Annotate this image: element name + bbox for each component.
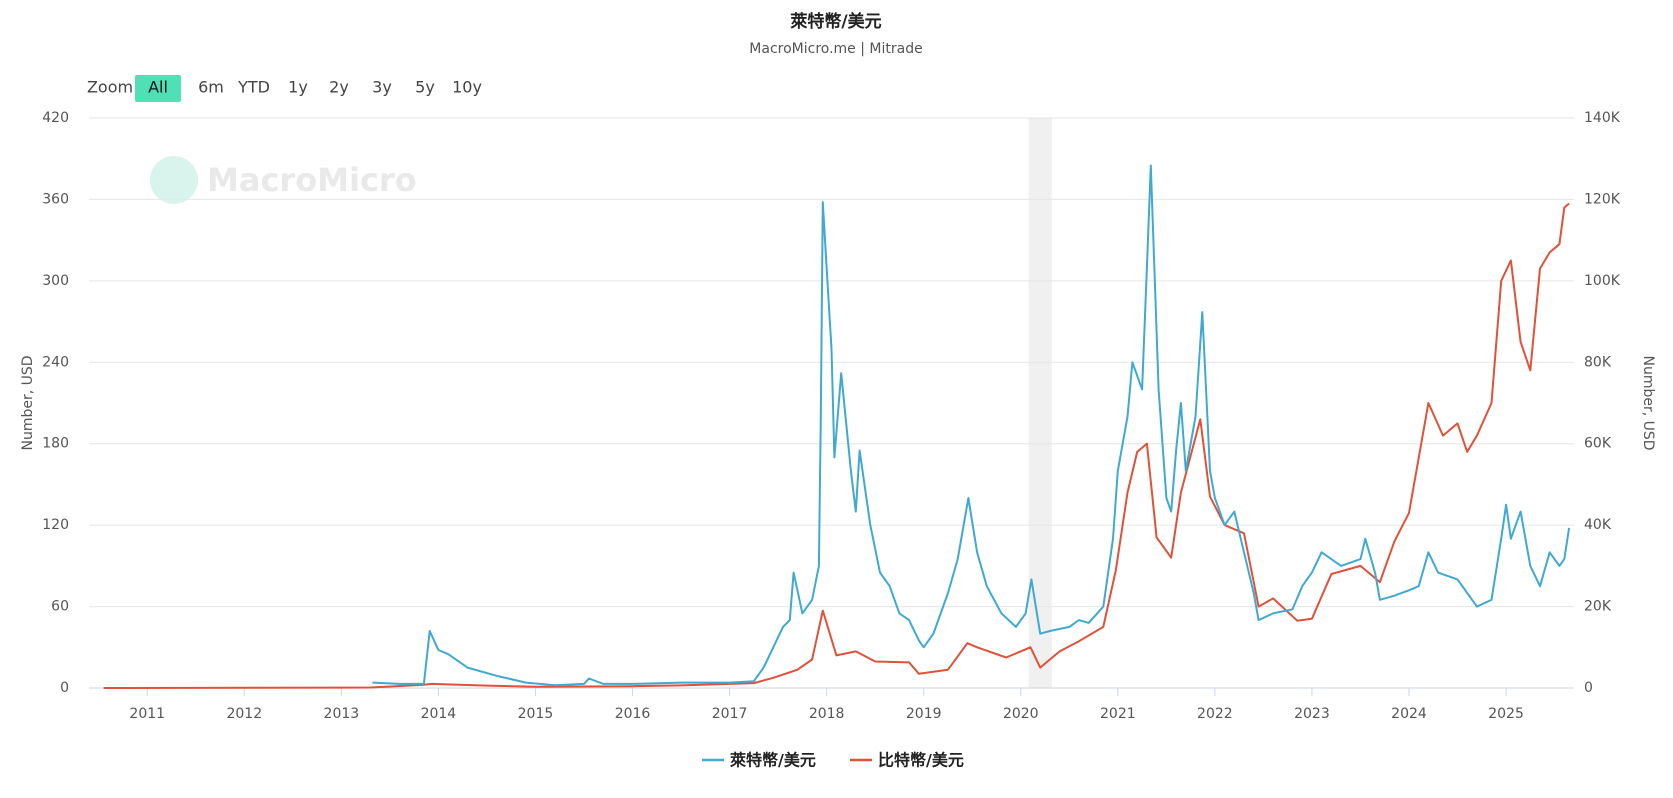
y2-tick-label: 80K	[1584, 354, 1612, 370]
zoom-label: Zoom	[87, 78, 133, 97]
zoom-button-bg[interactable]	[135, 75, 181, 102]
y-tick-label: 120	[42, 517, 69, 533]
zoom-button[interactable]: 10y	[452, 78, 482, 97]
y-tick-label: 360	[42, 191, 69, 207]
x-tick-label: 2022	[1197, 706, 1233, 722]
x-tick-label: 2016	[615, 706, 651, 722]
y2-tick-label: 140K	[1584, 110, 1621, 126]
x-tick-label: 2015	[518, 706, 554, 722]
zoom-button[interactable]: 6m	[198, 78, 224, 97]
y-tick-label: 240	[42, 354, 69, 370]
chart-title: 萊特幣/美元	[790, 11, 881, 32]
y2-tick-label: 0	[1584, 680, 1593, 696]
y-tick-label: 180	[42, 436, 69, 452]
shaded-range	[1028, 118, 1052, 688]
y2-tick-label: 20K	[1584, 599, 1612, 615]
watermark-text: MacroMicro	[207, 161, 417, 199]
y2-tick-label: 60K	[1584, 436, 1612, 452]
y2-axis-title: Number, USD	[1640, 355, 1656, 450]
x-tick-label: 2014	[421, 706, 457, 722]
y2-tick-label: 120K	[1584, 191, 1621, 207]
y-axis-title: Number, USD	[20, 355, 36, 450]
zoom-button[interactable]: YTD	[237, 78, 270, 97]
zoom-button[interactable]: 2y	[329, 78, 349, 97]
x-tick-label: 2020	[1003, 706, 1039, 722]
y-tick-label: 60	[51, 599, 69, 615]
x-tick-label: 2023	[1294, 706, 1330, 722]
zoom-button[interactable]: 3y	[372, 78, 392, 97]
chart-subtitle: MacroMicro.me | Mitrade	[749, 41, 922, 57]
x-tick-label: 2011	[129, 706, 165, 722]
x-tick-label: 2024	[1391, 706, 1427, 722]
zoom-button[interactable]: 5y	[415, 78, 435, 97]
zoom-button[interactable]: All	[148, 78, 168, 97]
y-tick-label: 0	[60, 680, 69, 696]
x-tick-label: 2021	[1100, 706, 1136, 722]
watermark-logo	[150, 156, 198, 204]
zoom-button[interactable]: 1y	[288, 78, 308, 97]
series-line	[103, 202, 1570, 689]
watermark: MacroMicro	[150, 156, 417, 204]
series-line	[372, 164, 1571, 687]
y2-tick-label: 100K	[1584, 273, 1621, 289]
x-tick-label: 2012	[226, 706, 262, 722]
legend-label: 比特幣/美元	[878, 751, 964, 770]
x-tick-label: 2025	[1488, 706, 1524, 722]
legend-label: 萊特幣/美元	[729, 751, 816, 770]
x-tick-label: 2013	[324, 706, 360, 722]
y-tick-label: 300	[42, 273, 69, 289]
x-tick-label: 2019	[906, 706, 942, 722]
x-tick-label: 2017	[712, 706, 748, 722]
x-tick-label: 2018	[809, 706, 845, 722]
y-tick-label: 420	[42, 110, 69, 126]
y2-tick-label: 40K	[1584, 517, 1612, 533]
